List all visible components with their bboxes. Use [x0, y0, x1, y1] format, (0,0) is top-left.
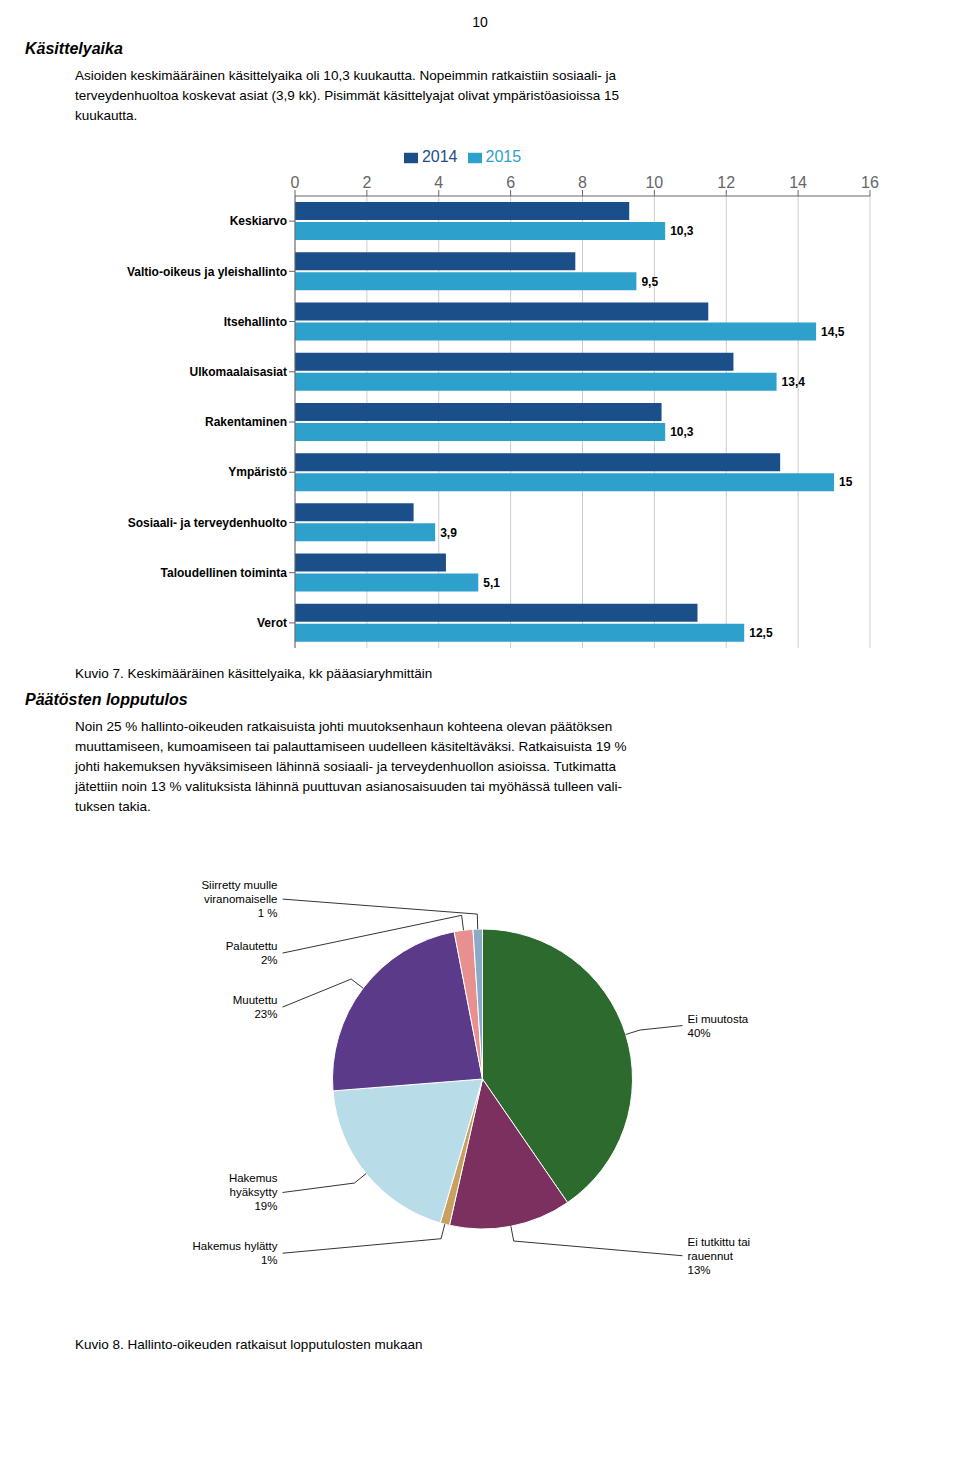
svg-text:9,5: 9,5	[641, 275, 658, 289]
svg-text:0: 0	[291, 174, 300, 191]
svg-text:Ei tutkittu tairauennut13%: Ei tutkittu tairauennut13%	[688, 1236, 751, 1276]
svg-text:10,3: 10,3	[670, 224, 694, 238]
svg-text:12: 12	[717, 174, 735, 191]
svg-text:14: 14	[789, 174, 807, 191]
svg-text:Palautettu2%: Palautettu2%	[226, 940, 278, 966]
svg-text:6: 6	[506, 174, 515, 191]
svg-text:Valtio-oikeus ja yleishallinto: Valtio-oikeus ja yleishallinto	[127, 265, 287, 279]
html-text:kuukautta.: kuukautta.	[75, 108, 138, 123]
html-text:jätettiin noin 13 % valituksis: jätettiin noin 13 % valituksista lähinnä…	[75, 779, 623, 794]
svg-text:Rakentaminen: Rakentaminen	[205, 415, 287, 429]
svg-text:3,9: 3,9	[440, 526, 457, 540]
svg-text:Verot: Verot	[257, 616, 287, 630]
svg-text:Keskiarvo: Keskiarvo	[230, 214, 287, 228]
svg-text:10: 10	[645, 174, 663, 191]
html-text:Kuvio 7. Keskimääräinen käsitt: Kuvio 7. Keskimääräinen käsittelyaika, k…	[75, 666, 433, 681]
html-text:muuttamiseen, kumoamiseen tai: muuttamiseen, kumoamiseen tai palauttami…	[75, 739, 627, 754]
html-text:2015: 2015	[485, 148, 522, 165]
svg-text:13,4: 13,4	[782, 375, 806, 389]
html-text:Kuvio 8. Hallinto-oikeuden rat: Kuvio 8. Hallinto-oikeuden ratkaisut lop…	[75, 1337, 423, 1352]
html-text:terveydenhuoltoa koskevat asia: terveydenhuoltoa koskevat asiat (3,9 kk)…	[75, 88, 619, 103]
svg-text:Itsehallinto: Itsehallinto	[224, 315, 287, 329]
svg-text:Sosiaali- ja terveydenhuolto: Sosiaali- ja terveydenhuolto	[128, 516, 287, 530]
svg-text:15: 15	[839, 475, 853, 489]
html-text:tuksen takia.: tuksen takia.	[75, 799, 151, 814]
svg-text:Taloudellinen toiminta: Taloudellinen toiminta	[161, 566, 288, 580]
svg-text:Muutettu23%: Muutettu23%	[233, 994, 278, 1020]
html-text:Asioiden keskimääräinen käsitt: Asioiden keskimääräinen käsittelyaika ol…	[75, 68, 616, 83]
svg-text:10,3: 10,3	[670, 425, 694, 439]
svg-text:Hakemushyäksytty19%: Hakemushyäksytty19%	[229, 1172, 278, 1212]
svg-text:14,5: 14,5	[821, 325, 845, 339]
svg-text:Hakemus hylätty1%: Hakemus hylätty1%	[192, 1240, 277, 1266]
svg-text:Siirretty muulleviranomaiselle: Siirretty muulleviranomaiselle1 %	[201, 879, 277, 919]
svg-text:8: 8	[578, 174, 587, 191]
html-text:Päätösten lopputulos: Päätösten lopputulos	[25, 691, 188, 708]
html-text:2014: 2014	[421, 148, 458, 165]
svg-text:5,1: 5,1	[483, 576, 500, 590]
svg-text:Ympäristö: Ympäristö	[228, 465, 287, 479]
svg-text:16: 16	[861, 174, 879, 191]
svg-text:4: 4	[434, 174, 443, 191]
html-text:10: 10	[472, 14, 488, 30]
svg-text:2: 2	[362, 174, 371, 191]
html-text:Noin 25 % hallinto-oikeuden ra: Noin 25 % hallinto-oikeuden ratkaisuista…	[75, 719, 613, 734]
svg-text:Ulkomaalaisasiat: Ulkomaalaisasiat	[190, 365, 287, 379]
svg-text:Ei muutosta40%: Ei muutosta40%	[688, 1013, 749, 1039]
svg-text:12,5: 12,5	[749, 626, 773, 640]
html-text:johti hakemuksen hyväksimiseen: johti hakemuksen hyväksimiseen lähinnä s…	[75, 759, 616, 774]
html-text:Käsittelyaika: Käsittelyaika	[25, 40, 123, 57]
